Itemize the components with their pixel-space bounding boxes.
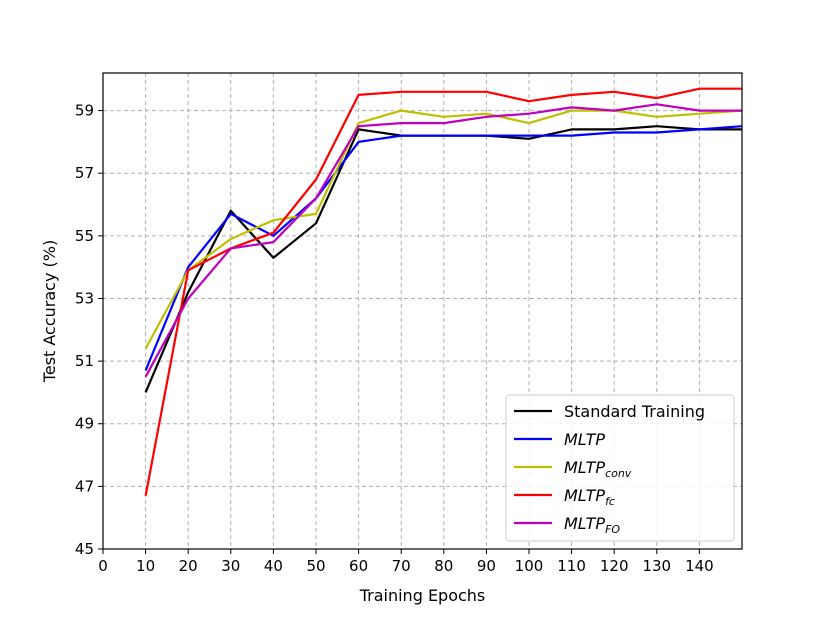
x-tick-label: 0 (98, 557, 108, 575)
legend-label-main: Standard Training (564, 402, 705, 421)
y-tick-label: 49 (75, 415, 94, 433)
y-tick-label: 57 (75, 164, 94, 182)
axis-ticks: 0 10 20 30 40 50 60 70 80 90 100 110 120 130 140 45 47 49… (75, 102, 714, 575)
x-tick-label: 80 (434, 557, 453, 575)
x-tick-label: 50 (306, 557, 325, 575)
x-tick-label: 10 (136, 557, 155, 575)
y-tick-label: 55 (75, 227, 94, 245)
legend-label-main: MLTP (564, 430, 605, 449)
series-line-4 (144, 103, 742, 378)
grid-lines (103, 73, 742, 549)
legend-label-3: MLTPfc (564, 486, 615, 508)
x-tick-label: 130 (642, 557, 671, 575)
y-tick-label: 51 (75, 352, 94, 370)
x-tick-label: 60 (349, 557, 368, 575)
legend-box (505, 394, 735, 542)
x-axis-label: Training Epochs (359, 586, 486, 605)
x-tick-label: 100 (515, 557, 544, 575)
x-tick-label: 30 (221, 557, 240, 575)
series-layer (144, 87, 743, 497)
y-tick-label: 53 (75, 289, 94, 307)
x-tick-label: 70 (392, 557, 411, 575)
legend-label-main: MLTP (564, 514, 605, 533)
y-tick-label: 45 (75, 540, 94, 558)
legend-label-main: MLTP (564, 458, 605, 477)
series-line-3 (144, 87, 742, 497)
legend-label-sub: conv (605, 467, 632, 480)
x-tick-label: 90 (477, 557, 496, 575)
x-tick-label: 40 (264, 557, 283, 575)
legend-label-4: MLTPFO (564, 514, 620, 536)
legend-label-2: MLTPconv (564, 458, 632, 480)
series-line-2 (144, 109, 743, 350)
legend-label-sub: fc (605, 495, 615, 508)
x-tick-label: 120 (600, 557, 629, 575)
legend-label-0: Standard Training (564, 402, 705, 421)
plot-frame (102, 72, 743, 550)
x-tick-label: 20 (179, 557, 198, 575)
series-line-1 (144, 125, 743, 371)
legend-label-main: MLTP (564, 486, 605, 505)
x-tick-label: 110 (557, 557, 586, 575)
legend: Standard TrainingMLTPMLTPconvMLTPfcMLTPF… (505, 394, 735, 542)
x-tick-label: 140 (685, 557, 714, 575)
y-tick-label: 59 (75, 102, 94, 120)
legend-label-sub: FO (605, 523, 620, 536)
legend-label-1: MLTP (564, 430, 605, 449)
y-axis-label: Test Accuracy (%) (40, 240, 59, 383)
y-tick-label: 47 (75, 477, 94, 495)
